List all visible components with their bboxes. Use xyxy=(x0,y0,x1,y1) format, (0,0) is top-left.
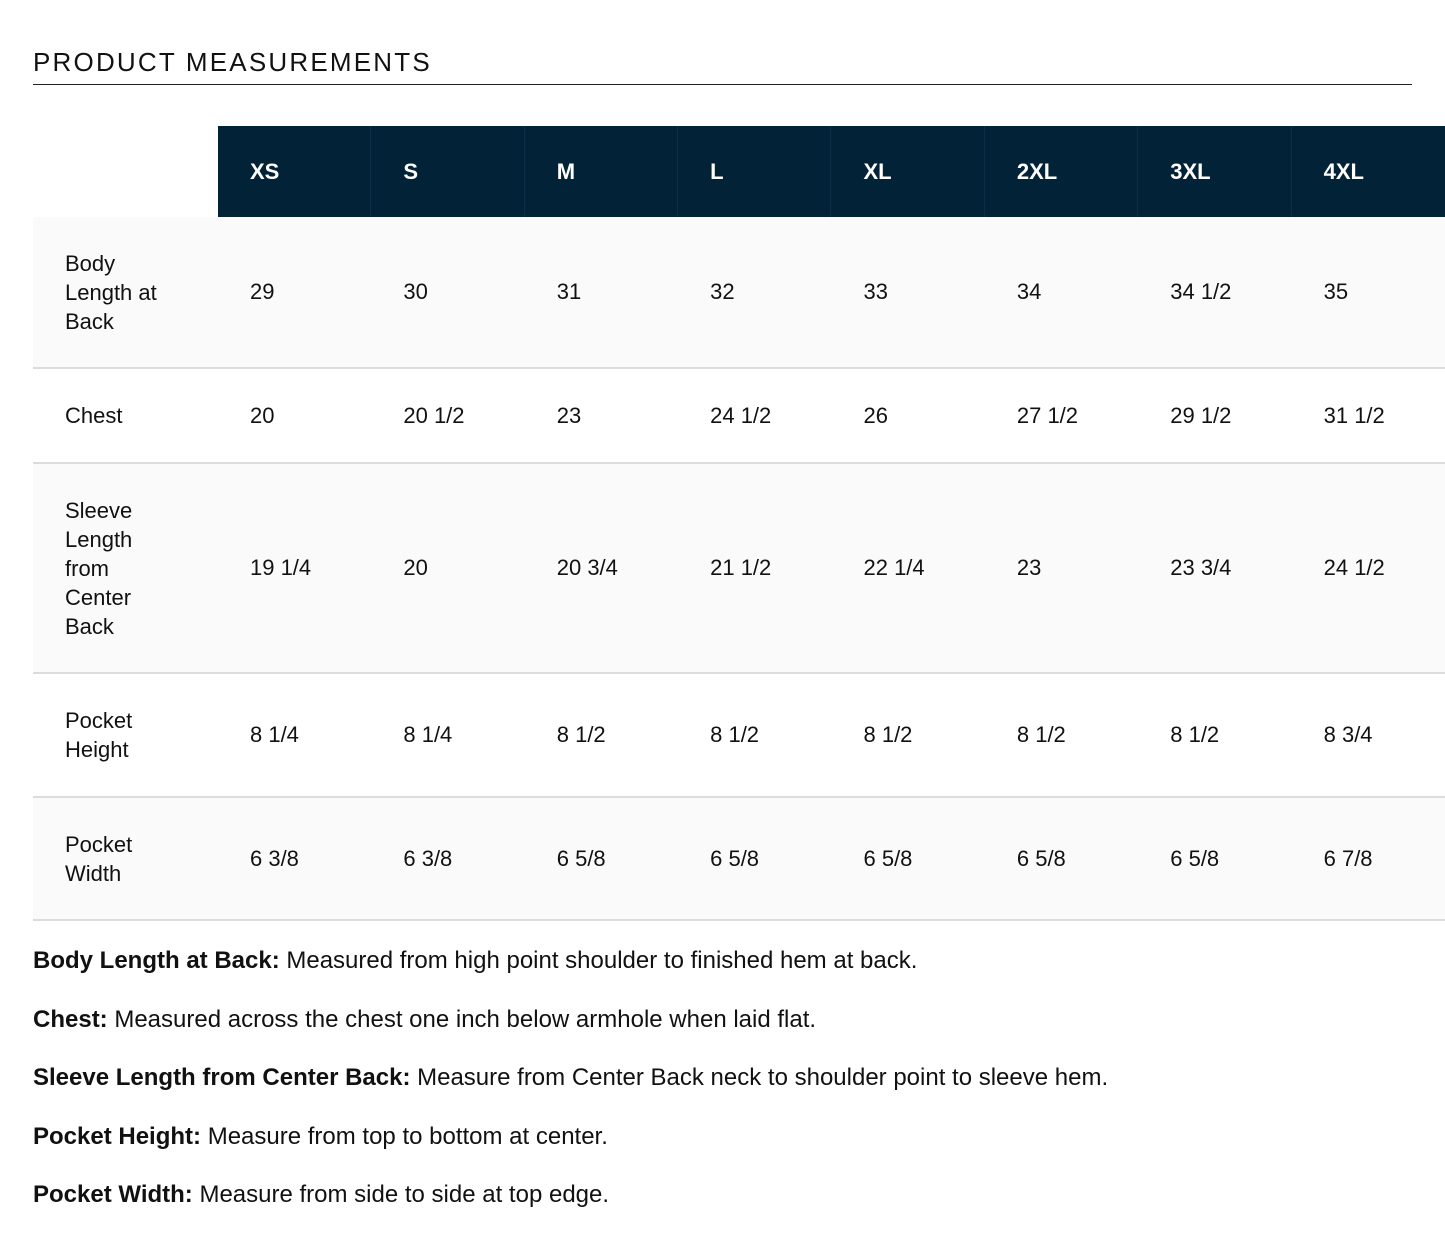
measurement-cell: 23 3/4 xyxy=(1170,555,1232,580)
measurement-cell: 19 1/4 xyxy=(249,555,312,580)
size-header: XS xyxy=(217,126,372,217)
size-header: S xyxy=(371,126,525,217)
measurement-cell: 20 3/4 xyxy=(556,555,618,580)
table-row: Chest 20 20 1/2 23 24 1/2 26 27 1/2 29 1/2 31 1/… xyxy=(33,369,1445,464)
measurement-cell: 20 xyxy=(403,555,428,580)
row-label: Sleeve Length from Center Back xyxy=(65,497,133,639)
size-header: 2XL xyxy=(984,126,1139,217)
measurement-cell: 8 1/4 xyxy=(403,722,453,747)
measurement-cell: 34 xyxy=(1016,279,1042,304)
measurement-cell: 27 1/2 xyxy=(1016,402,1079,428)
measurement-cell: 29 1/2 xyxy=(1170,402,1232,428)
measurement-cell: 8 3/4 xyxy=(1323,722,1373,747)
note-term: Pocket Height: xyxy=(33,1122,202,1150)
note-text: Measure from side to side at top edge. xyxy=(192,1181,610,1208)
row-label: Pocket Width xyxy=(65,831,133,886)
measurement-cell: 6 7/8 xyxy=(1323,845,1373,871)
measurement-cell: 31 xyxy=(556,279,582,304)
note-text: Measured from high point shoulder to fin… xyxy=(279,947,918,974)
size-header: L xyxy=(678,126,832,217)
size-header: 4XL xyxy=(1291,126,1445,217)
note-item: Pocket Width: Measure from side to side … xyxy=(33,1180,1108,1239)
note-item: Pocket Height: Measure from top to botto… xyxy=(33,1122,1108,1181)
table-body: Body Length at Back 29 30 31 32 33 34 34 1/2 35 C… xyxy=(33,217,1445,921)
note-term: Pocket Width: xyxy=(33,1181,193,1208)
measurement-cell: 34 1/2 xyxy=(1170,279,1232,304)
measurement-cell: 8 1/2 xyxy=(556,722,606,747)
table-row: Pocket Width 6 3/8 6 3/8 6 5/8 6 5/8 6 5/8 6 5… xyxy=(33,798,1445,921)
measurement-cell: 35 xyxy=(1323,279,1349,304)
measurement-cell: 6 5/8 xyxy=(1016,845,1066,871)
header-corner xyxy=(33,126,218,217)
measurement-cell: 8 1/2 xyxy=(710,722,760,747)
measurement-cell: 22 1/4 xyxy=(863,555,925,580)
measurement-cell: 20 xyxy=(249,402,275,428)
row-label: Pocket Height xyxy=(65,708,133,762)
table-row: Body Length at Back 29 30 31 32 33 34 34 1/2 35 xyxy=(33,217,1445,369)
measurement-cell: 8 1/2 xyxy=(863,722,913,747)
page-title: PRODUCT MEASUREMENTS xyxy=(33,47,432,77)
measurement-cell: 6 5/8 xyxy=(556,845,606,871)
measurement-cell: 29 xyxy=(249,279,275,304)
measurement-cell: 6 3/8 xyxy=(403,845,453,871)
measurement-notes: Body Length at Back: Measured from high … xyxy=(33,946,1108,1239)
note-term: Sleeve Length from Center Back: xyxy=(33,1064,411,1091)
table-header: XS S M L XL 2XL 3XL 4XL xyxy=(33,126,1445,217)
measurement-cell: 8 1/2 xyxy=(1016,722,1066,747)
measurement-cell: 31 1/2 xyxy=(1323,402,1385,428)
measurement-cell: 23 xyxy=(1016,555,1042,580)
title-divider xyxy=(33,84,1412,85)
note-item: Body Length at Back: Measured from high … xyxy=(33,946,1108,1005)
note-text: Measured across the chest one inch below… xyxy=(107,1005,817,1033)
measurement-cell: 6 5/8 xyxy=(710,845,760,871)
note-term: Chest: xyxy=(33,1005,108,1033)
size-header: 3XL xyxy=(1138,126,1292,217)
note-term: Body Length at Back: xyxy=(33,947,280,974)
size-header: M xyxy=(524,126,679,217)
measurement-cell: 8 1/4 xyxy=(249,722,299,747)
measurement-cell: 6 3/8 xyxy=(249,845,299,871)
size-header: XL xyxy=(831,126,985,217)
measurement-cell: 32 xyxy=(710,279,735,304)
measurement-cell: 24 1/2 xyxy=(1323,555,1385,580)
measurement-cell: 6 5/8 xyxy=(863,845,913,871)
note-text: Measure from Center Back neck to shoulde… xyxy=(410,1064,1109,1091)
table-row: Sleeve Length from Center Back 19 1/4 20 20… xyxy=(33,464,1445,674)
measurement-cell: 26 xyxy=(863,402,888,428)
measurement-cell: 21 1/2 xyxy=(710,555,772,580)
row-label: Chest xyxy=(65,403,123,428)
measurement-cell: 33 xyxy=(863,279,888,304)
measurements-table: XS S M L XL 2XL 3XL 4XL Body Length at B… xyxy=(33,126,1445,921)
measurement-cell: 8 1/2 xyxy=(1170,722,1220,747)
measurement-cell: 6 5/8 xyxy=(1170,845,1220,871)
note-text: Measure from top to bottom at center. xyxy=(201,1122,608,1150)
table-row: Pocket Height 8 1/4 8 1/4 8 1/2 8 1/2 8 1/2 8 … xyxy=(33,674,1445,798)
measurement-cell: 23 xyxy=(556,402,582,428)
note-item: Chest: Measured across the chest one inc… xyxy=(33,1005,1108,1064)
measurement-cell: 24 1/2 xyxy=(710,402,772,428)
row-label: Body Length at Back xyxy=(65,250,157,334)
measurement-cell: 30 xyxy=(403,279,428,304)
note-item: Sleeve Length from Center Back: Measure … xyxy=(33,1063,1108,1122)
measurement-cell: 20 1/2 xyxy=(403,402,465,428)
